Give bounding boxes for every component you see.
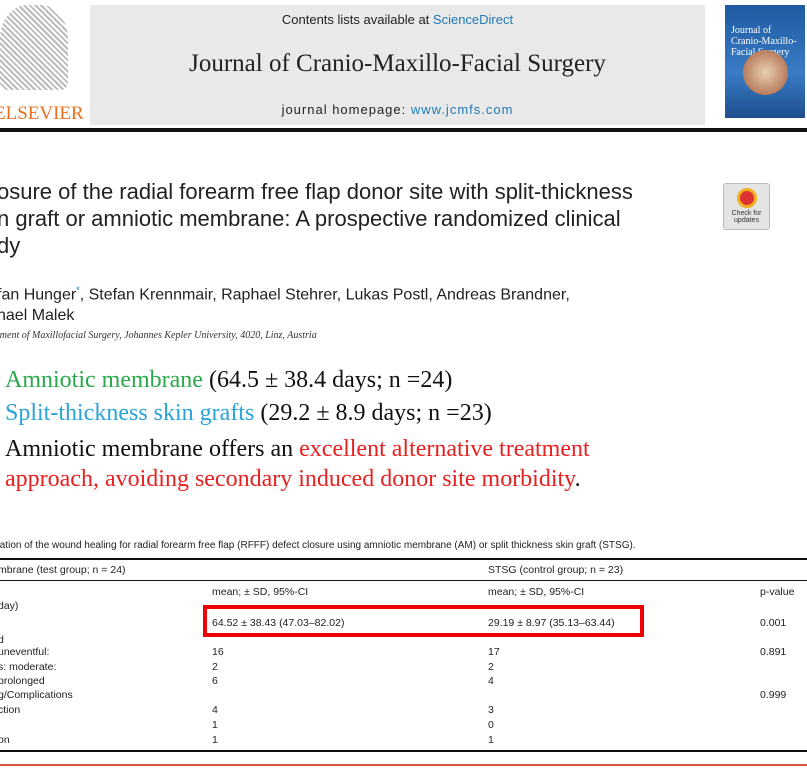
journal-header: Contents lists available at ScienceDirec… <box>90 5 705 125</box>
amniotic-stats: (64.5 ± 38.4 days; n =24) <box>202 367 453 393</box>
sciencedirect-link[interactable]: ScienceDirect <box>432 12 514 27</box>
table-cell-am: 4 <box>212 704 218 716</box>
bullet-conclusion: Amniotic membrane offers an excellent al… <box>5 434 590 494</box>
table-cell-label: prolonged <box>0 675 45 687</box>
cover-image <box>743 50 788 95</box>
bullet-amniotic: Amniotic membrane (64.5 ± 38.4 days; n =… <box>5 365 452 395</box>
table-cell-label: d <box>0 634 4 646</box>
table-cell-am: 1 <box>212 719 218 731</box>
header-rule <box>0 128 807 132</box>
check-updates-label: Check for updates <box>731 210 762 224</box>
bullet-stsg: Split-thickness skin grafts (29.2 ± 8.9 … <box>5 398 492 428</box>
table-caption: tation of the wound healing for radial f… <box>0 540 636 551</box>
table-cell-label: g/Complications <box>0 689 73 701</box>
table-cell-stsg: 29.19 ± 8.97 (35.13–63.44) <box>488 617 615 629</box>
check-for-updates-button[interactable]: Check for updates <box>723 183 770 230</box>
table-cell-p: 0.999 <box>760 689 787 701</box>
group-stsg-header: STSG (control group; n = 23) <box>488 564 624 576</box>
table-cell-p: 0.001 <box>760 617 787 629</box>
amniotic-label: Amniotic membrane <box>5 367 203 393</box>
conclusion-text: Amniotic membrane offers an <box>5 436 300 462</box>
table-bottom-rule <box>0 750 807 752</box>
contents-text: Contents lists available at <box>281 12 433 27</box>
table-cell-stsg: 4 <box>488 675 494 687</box>
author[interactable]: fan Hunger <box>0 286 77 304</box>
table-cell-p: 0.891 <box>760 646 787 658</box>
article-title: osure of the radial forearm free flap do… <box>0 178 697 259</box>
bottom-accent-line <box>0 764 807 766</box>
title-line: osure of the radial forearm free flap do… <box>0 179 633 204</box>
affiliation: tment of Maxillofacial Surgery, Johannes… <box>0 330 317 341</box>
stsg-label: Split-thickness skin grafts <box>5 400 255 426</box>
col-header-p: p-value <box>760 586 795 598</box>
author: hael Malek <box>0 307 75 325</box>
elsevier-wordmark: ELSEVIER <box>0 103 84 124</box>
table-cell-stsg: 1 <box>488 734 494 746</box>
contents-line: Contents lists available at ScienceDirec… <box>90 12 705 27</box>
conclusion-end: . <box>574 466 581 492</box>
table-cell-stsg: 2 <box>488 661 494 673</box>
conclusion-highlight: excellent alternative treatment <box>299 436 590 462</box>
table-cell-am: 2 <box>212 661 218 673</box>
title-line: n graft or amniotic membrane: A prospect… <box>0 206 621 231</box>
conclusion-highlight: approach, avoiding secondary induced don… <box>5 466 575 492</box>
authors: fan Hunger*, Stefan Krennmair, Raphael S… <box>0 280 570 326</box>
elsevier-logo: ELSEVIER <box>0 0 84 125</box>
homepage-link[interactable]: www.jcmfs.com <box>410 102 514 117</box>
table-cell-stsg: 3 <box>488 704 494 716</box>
homepage-line: journal homepage: www.jcmfs.com <box>90 102 705 117</box>
journal-cover: Journal of Cranio-Maxillo-Facial Surgery <box>725 5 805 118</box>
group-am-header: mbrane (test group; n = 24) <box>0 564 126 576</box>
check-updates-icon <box>736 188 757 208</box>
table-cell-stsg: 0 <box>488 719 494 731</box>
col-header-am: mean; ± SD, 95%-CI <box>212 586 309 598</box>
col-header-stsg: mean; ± SD, 95%-CI <box>488 586 585 598</box>
table-cell-stsg: 17 <box>488 646 500 658</box>
title-line: dy <box>0 233 21 258</box>
table-header-rule <box>0 580 807 581</box>
elsevier-tree-icon <box>0 5 68 90</box>
highlight-box <box>203 605 644 637</box>
table-cell-label: on <box>0 734 10 746</box>
table-cell-label: day) <box>0 600 19 612</box>
table-cell-label: uneventful: <box>0 646 50 658</box>
homepage-label: journal homepage: <box>281 102 411 117</box>
table-cell-label: ction <box>0 704 21 716</box>
author-list: , Stefan Krennmair, Raphael Stehrer, Luk… <box>79 286 570 304</box>
journal-title: Journal of Cranio-Maxillo-Facial Surgery <box>189 50 606 77</box>
table-cell-am: 6 <box>212 675 218 687</box>
table-cell-am: 64.52 ± 38.43 (47.03–82.02) <box>212 617 345 629</box>
table-cell-am: 16 <box>212 646 224 658</box>
corresponding-mark[interactable]: * <box>76 285 80 295</box>
table-cell-label: s: moderate: <box>0 661 57 673</box>
stsg-stats: (29.2 ± 8.9 days; n =23) <box>254 400 492 426</box>
table-cell-am: 1 <box>212 734 218 746</box>
table-top-rule <box>0 558 807 560</box>
